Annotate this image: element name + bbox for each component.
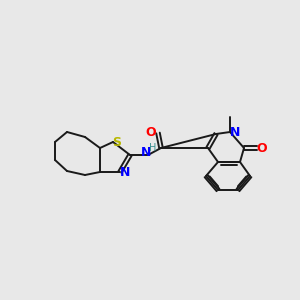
Text: N: N [141, 146, 151, 160]
Text: S: S [112, 136, 122, 148]
Text: O: O [146, 125, 156, 139]
Text: O: O [257, 142, 267, 154]
Text: N: N [230, 125, 240, 139]
Text: H: H [149, 143, 157, 153]
Text: N: N [120, 166, 130, 178]
